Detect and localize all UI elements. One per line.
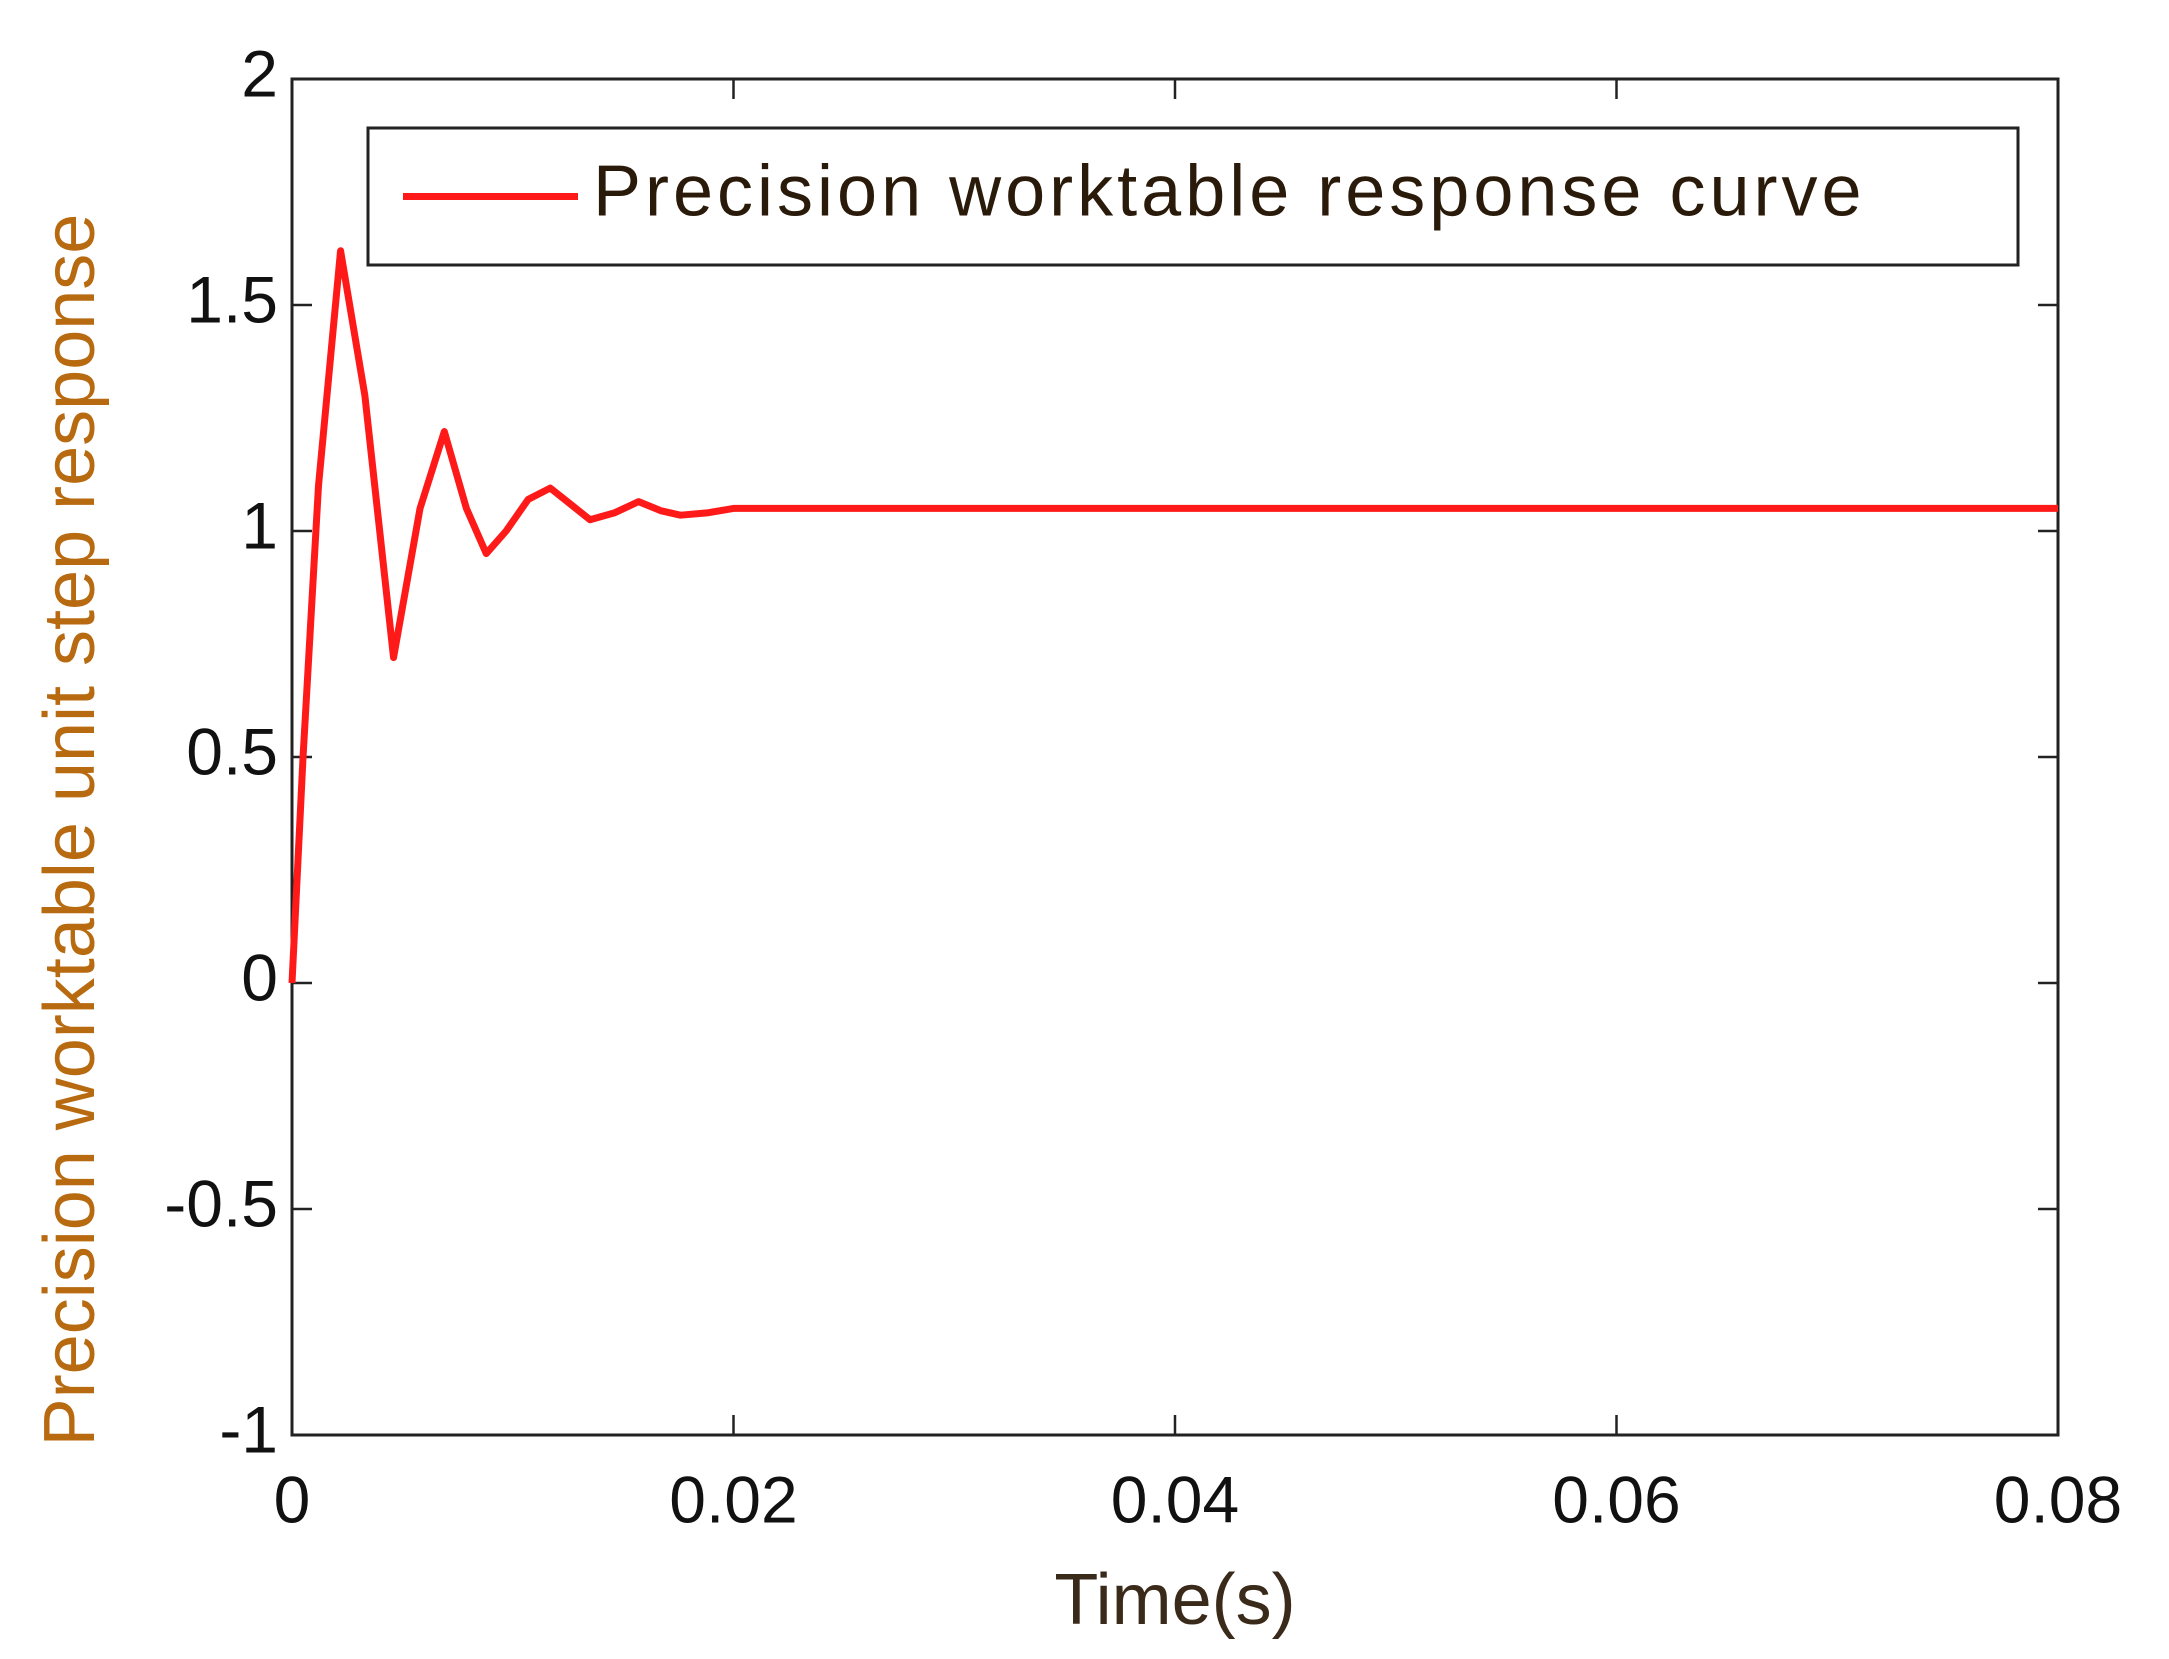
legend-label: Precision worktable response curve xyxy=(593,152,1866,232)
y-axis-label: Precision worktable unit step response xyxy=(30,214,110,1447)
x-tick-label: 0 xyxy=(274,1462,311,1536)
data-line xyxy=(288,247,2058,984)
y-tick-label: 2 xyxy=(241,36,278,110)
x-tick-label: 0.06 xyxy=(1552,1462,1680,1536)
x-tick-label: 0.02 xyxy=(669,1462,797,1536)
x-tick-label: 0.04 xyxy=(1111,1462,1239,1536)
legend: Precision worktable response curve xyxy=(366,126,2020,267)
x-tick-label: 0.08 xyxy=(1994,1462,2122,1536)
x-axis-label: Time(s) xyxy=(1054,1560,1295,1640)
y-tick-label: 0 xyxy=(241,940,278,1014)
legend-box xyxy=(366,126,2020,267)
y-tick-label: 1.5 xyxy=(186,262,278,336)
y-tick-label: 1 xyxy=(241,488,278,562)
y-tick-label: 0.5 xyxy=(186,714,278,788)
y-tick-label: -1 xyxy=(219,1392,278,1466)
y-tick-label: -0.5 xyxy=(164,1166,278,1240)
plot-frame xyxy=(290,77,2060,1437)
